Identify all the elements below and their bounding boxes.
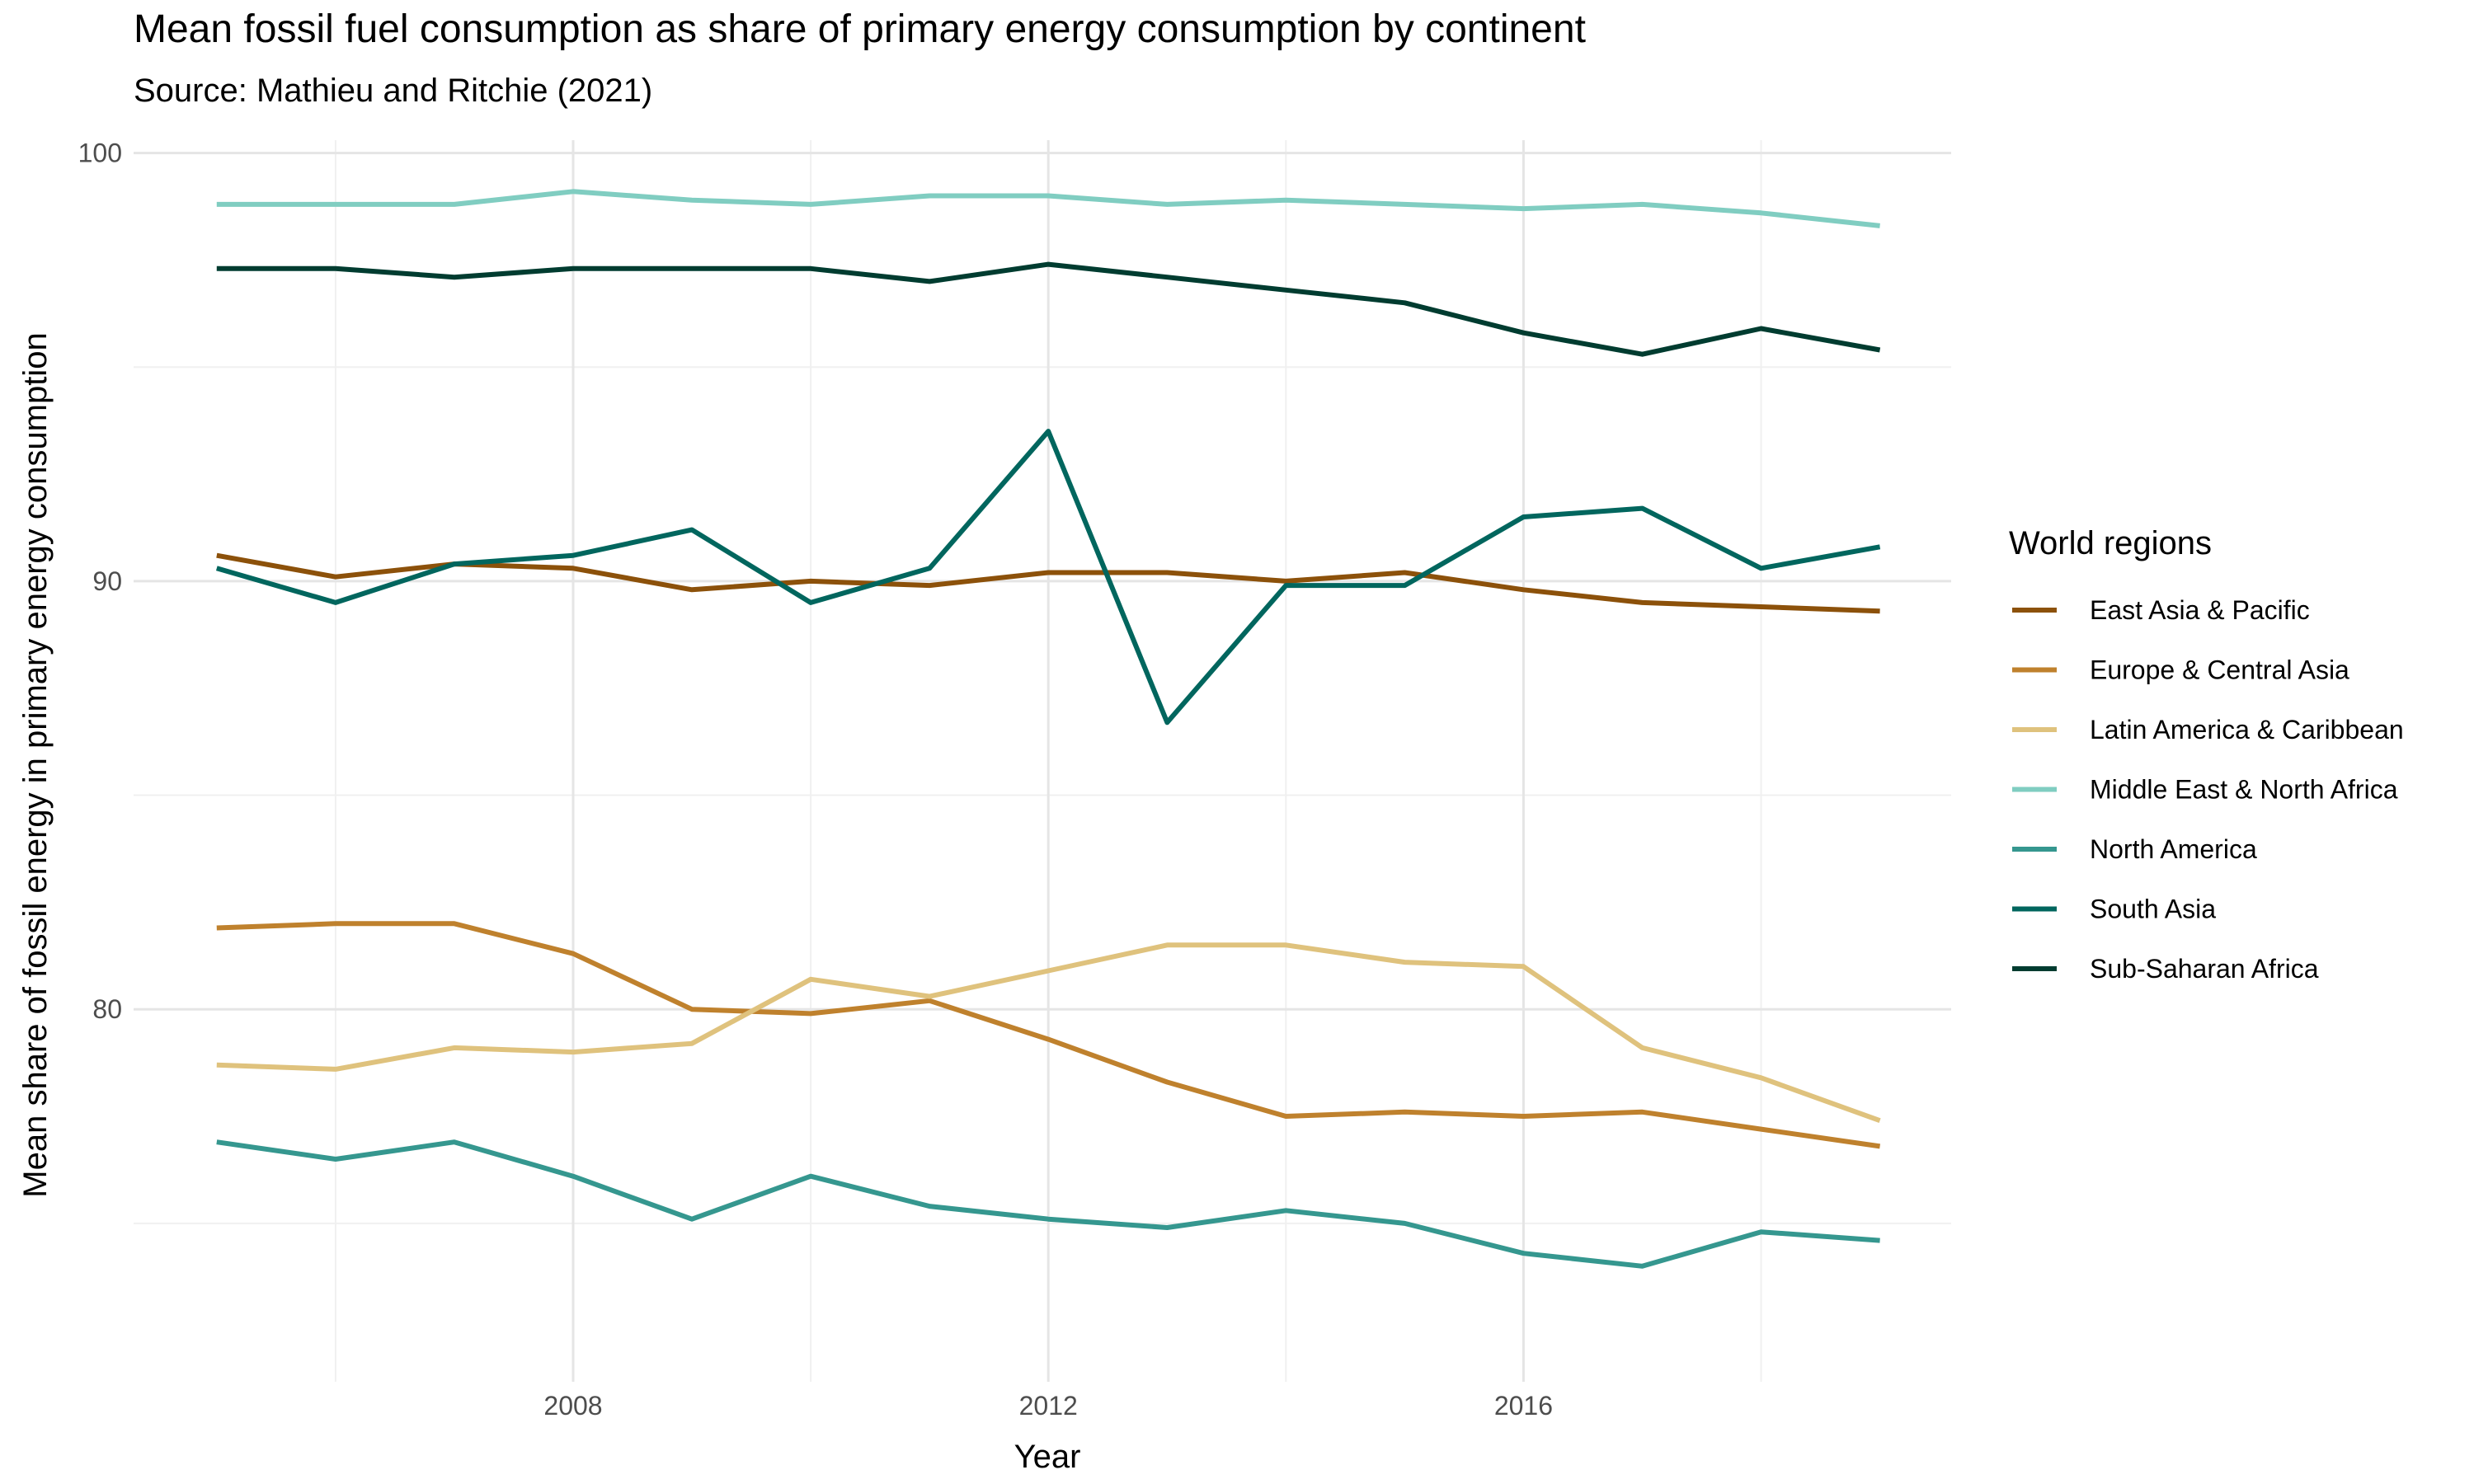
legend-label: Europe & Central Asia: [2090, 655, 2349, 685]
legend-label: Latin America & Caribbean: [2090, 715, 2404, 744]
legend-label: East Asia & Pacific: [2090, 595, 2310, 625]
legend-label: Sub-Saharan Africa: [2090, 954, 2319, 984]
legend-title: World regions: [2009, 525, 2212, 561]
x-tick-label: 2008: [543, 1391, 602, 1421]
legend-items: East Asia & Pacific Europe & Central Asia…: [2012, 595, 2404, 984]
chart-title: Mean fossil fuel consumption as share of…: [134, 7, 1586, 51]
series-line: [216, 552, 1880, 614]
y-tick-label: 80: [92, 994, 122, 1024]
legend: World regions East Asia & Pacific Europe …: [2009, 525, 2404, 984]
series-line: [216, 189, 1880, 228]
legend-label: South Asia: [2090, 895, 2216, 924]
series-line: [216, 942, 1881, 1124]
y-tick-label: 100: [78, 139, 122, 168]
legend-label: Middle East & North Africa: [2090, 775, 2398, 805]
series-line: [216, 1139, 1880, 1269]
grid-lines: [134, 140, 1951, 1382]
x-tick-label: 2012: [1019, 1391, 1078, 1421]
chart-subtitle: Source: Mathieu and Ritchie (2021): [134, 73, 653, 109]
legend-label: North America: [2090, 834, 2257, 864]
x-tick-label: 2016: [1494, 1391, 1553, 1421]
series-line: [216, 921, 1881, 1149]
series-line: [216, 261, 1881, 357]
y-axis-title: Mean share of fossil energy in primary e…: [17, 332, 54, 1197]
series-line: [215, 429, 1881, 726]
tick-labels: 2008 2012 2016 80 90 100: [78, 139, 1553, 1421]
series-lines: [215, 189, 1881, 1269]
x-axis-title: Year: [1014, 1439, 1081, 1475]
y-tick-label: 90: [92, 566, 122, 596]
